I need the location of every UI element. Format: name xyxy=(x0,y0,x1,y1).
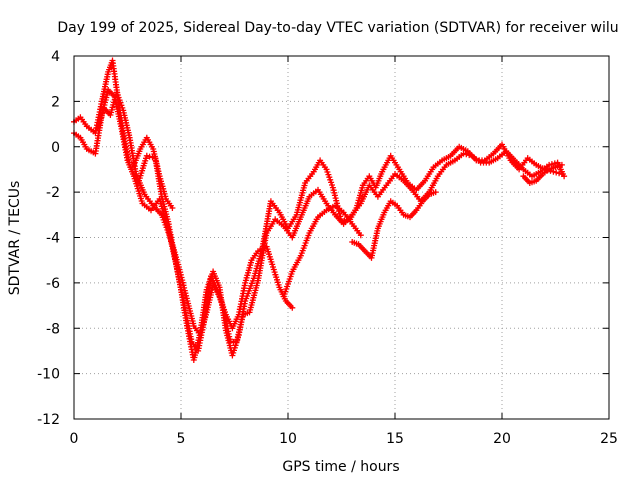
x-axis-label: GPS time / hours xyxy=(282,459,399,475)
y-tick-label: -10 xyxy=(37,367,60,383)
series-markers xyxy=(349,189,439,261)
x-tick-label: 15 xyxy=(386,431,404,447)
series-track-1 xyxy=(71,57,565,363)
series-markers xyxy=(71,57,565,363)
y-tick-label: -12 xyxy=(37,412,60,428)
y-tick-label: -4 xyxy=(46,231,60,247)
x-tick-label: 10 xyxy=(279,431,297,447)
x-tick-label: 0 xyxy=(70,431,79,447)
chart-title: Day 199 of 2025, Sidereal Day-to-day VTE… xyxy=(57,20,618,36)
y-axis-label: SDTVAR / TECUs xyxy=(7,181,23,296)
series-markers xyxy=(94,89,296,339)
grid-lines xyxy=(74,56,609,419)
axis-ticks: 0 5 10 15 20 25 -12 -10 -8 -6 -4 -2 0 2 4 xyxy=(37,49,618,447)
y-tick-label: -6 xyxy=(46,276,60,292)
series-markers xyxy=(71,87,568,354)
series-line xyxy=(72,88,566,352)
x-tick-label: 20 xyxy=(493,431,511,447)
y-tick-label: 2 xyxy=(51,94,60,110)
y-tick-label: -8 xyxy=(46,321,60,337)
series-track-4 xyxy=(130,134,176,211)
y-tick-label: 4 xyxy=(51,49,60,65)
series-track-5 xyxy=(280,202,364,300)
series-track-6 xyxy=(349,189,439,261)
x-tick-label: 5 xyxy=(177,431,186,447)
series-markers xyxy=(520,161,565,186)
series-track-7 xyxy=(520,161,565,186)
series-markers xyxy=(280,202,364,300)
data-series xyxy=(71,57,568,363)
series-track-3 xyxy=(94,89,296,339)
y-tick-label: 0 xyxy=(51,140,60,156)
x-tick-label: 25 xyxy=(600,431,618,447)
series-track-2 xyxy=(71,87,568,354)
y-tick-label: -2 xyxy=(46,185,60,201)
series-markers xyxy=(130,134,176,211)
series-line xyxy=(72,59,563,362)
